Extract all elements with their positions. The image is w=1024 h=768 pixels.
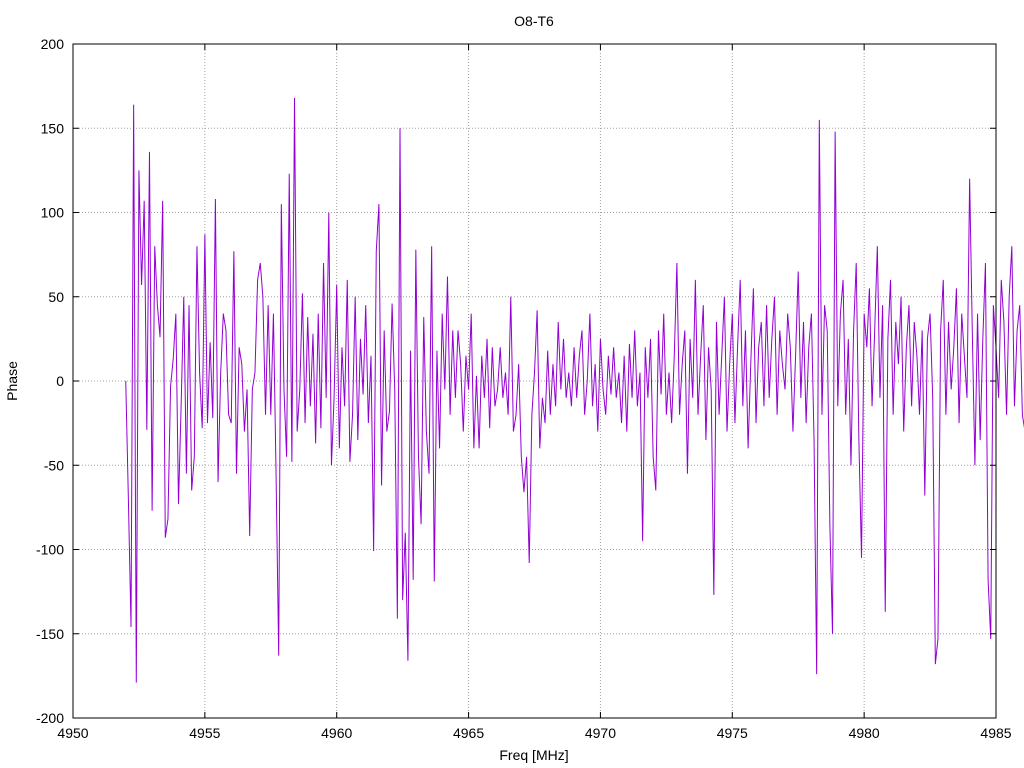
x-axis-title: Freq [MHz] [499, 747, 568, 763]
x-tick-label: 4975 [717, 725, 748, 741]
y-tick-label: 200 [41, 36, 65, 52]
x-tick-label: 4960 [321, 725, 352, 741]
tick-marks [72, 43, 997, 719]
series-group [125, 97, 1024, 683]
x-tick-label: 4955 [189, 725, 220, 741]
y-tick-label: -100 [36, 542, 64, 558]
y-tick-label: -50 [44, 457, 64, 473]
y-tick-label: -200 [36, 710, 64, 726]
y-tick-label: 150 [41, 120, 65, 136]
x-tick-label: 4950 [57, 725, 88, 741]
grid-lines [73, 44, 996, 718]
chart-title: O8-T6 [514, 13, 554, 29]
x-tick-label: 4985 [980, 725, 1011, 741]
x-tick-label: 4980 [849, 725, 880, 741]
x-tick-label: 4970 [585, 725, 616, 741]
x-tick-label: 4965 [453, 725, 484, 741]
y-tick-label: 0 [56, 373, 64, 389]
y-tick-label: 50 [48, 289, 64, 305]
y-tick-label: -150 [36, 626, 64, 642]
y-tick-label: 100 [41, 205, 65, 221]
y-tick-labels: 200 150 100 50 0 -50 -100 -150 -200 [36, 36, 64, 726]
phase-series-line [125, 97, 1024, 683]
x-tick-labels: 4950 4955 4960 4965 4970 4975 4980 4985 [57, 725, 1011, 741]
y-axis-title: Phase [4, 361, 20, 401]
